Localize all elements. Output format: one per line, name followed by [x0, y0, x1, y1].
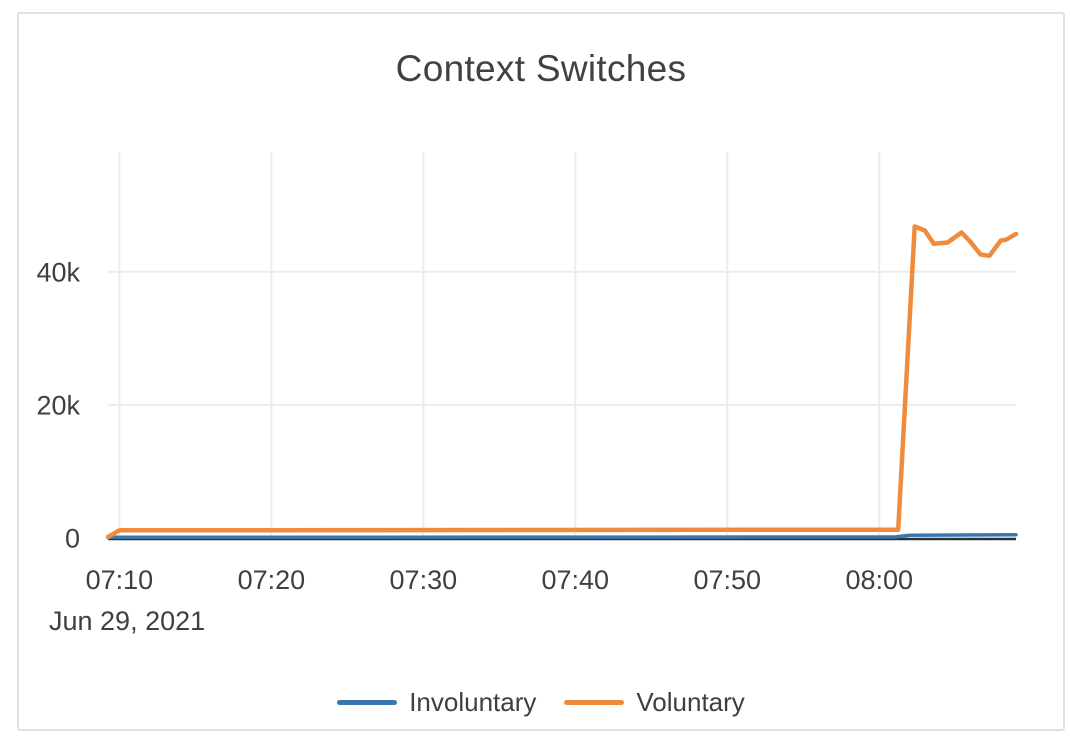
y-tick-label-2: 40k [36, 257, 80, 287]
y-tick-label-1: 20k [36, 390, 80, 420]
series-line-involuntary [106, 532, 1018, 540]
x-axis-date-label: Jun 29, 2021 [49, 606, 205, 636]
y-tick-label-0: 0 [65, 524, 80, 554]
x-tick-label-3: 07:40 [542, 565, 610, 595]
legend-swatch-voluntary [564, 700, 625, 705]
legend-item-involuntary[interactable]: Involuntary [337, 687, 536, 718]
legend-item-voluntary[interactable]: Voluntary [564, 687, 745, 718]
x-tick-label-0: 07:10 [86, 565, 154, 595]
series-line-voluntary [105, 224, 1019, 540]
x-tick-label-2: 07:30 [390, 565, 458, 595]
x-tick-label-1: 07:20 [238, 565, 306, 595]
chart-title: Context Switches [395, 48, 687, 89]
chart-card [17, 12, 1065, 731]
legend-label-voluntary: Voluntary [636, 687, 745, 717]
legend: Involuntary Voluntary [17, 687, 1065, 718]
legend-label-involuntary: Involuntary [409, 687, 537, 717]
x-tick-label-5: 08:00 [845, 565, 913, 595]
x-tick-label-4: 07:50 [693, 565, 761, 595]
legend-swatch-involuntary [337, 700, 398, 705]
